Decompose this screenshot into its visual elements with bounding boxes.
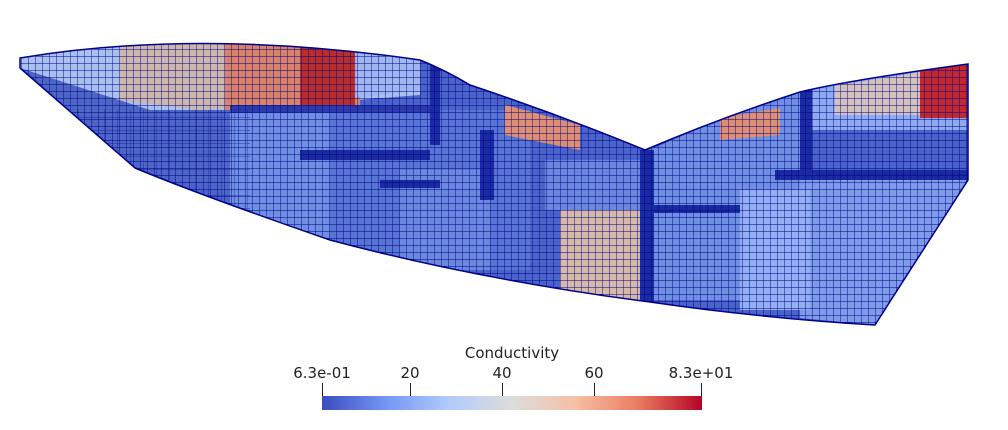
scalar-bar-tick-label: 8.3e+01 xyxy=(668,364,734,382)
scalar-bar-tick xyxy=(410,383,411,396)
scalar-bar-title: Conductivity xyxy=(464,344,560,362)
mesh-rendering[interactable] xyxy=(0,0,1008,340)
scalar-bar-tick xyxy=(502,383,503,396)
mesh-surface xyxy=(20,43,968,325)
scalar-bar-tick xyxy=(594,383,595,396)
scalar-bar-tick-label: 40 xyxy=(492,364,512,382)
mesh-outline xyxy=(19,42,969,326)
scalar-bar-gradient xyxy=(322,396,702,410)
scalar-bar-tick-label: 6.3e-01 xyxy=(293,364,351,382)
scalar-bar-tick-label: 60 xyxy=(584,364,604,382)
scalar-bar-tick xyxy=(701,383,702,396)
scalar-bar-tick xyxy=(322,383,323,396)
scalar-bar-tick-label: 20 xyxy=(400,364,420,382)
